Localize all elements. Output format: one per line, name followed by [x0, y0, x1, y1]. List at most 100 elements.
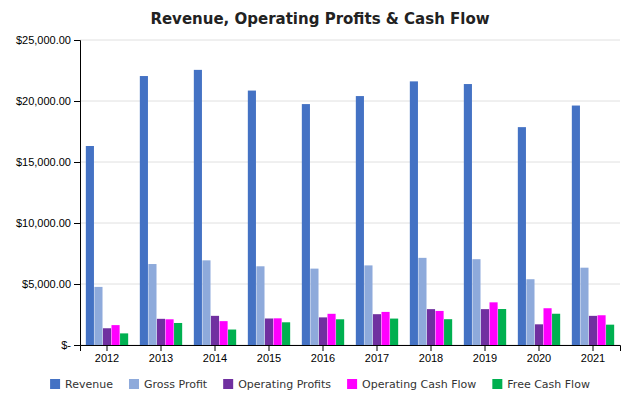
bar — [418, 258, 426, 345]
legend-item: Operating Cash Flow — [347, 378, 476, 391]
legend-label: Free Cash Flow — [507, 378, 590, 391]
bar — [435, 311, 443, 345]
tick-label: $5,000.00 — [22, 278, 71, 290]
legend-swatch — [492, 379, 502, 389]
tick: $20,000.00 — [16, 95, 80, 107]
bar — [228, 330, 236, 345]
bar — [282, 322, 290, 345]
bar — [148, 264, 156, 345]
bar — [381, 312, 389, 345]
bar-series — [103, 309, 597, 345]
legend-item: Operating Profits — [223, 378, 331, 391]
tick-label: 2017 — [365, 352, 389, 364]
tick: 2018 — [419, 345, 443, 364]
tick: 2019 — [473, 345, 497, 364]
bar — [319, 317, 327, 345]
bar-series — [120, 309, 614, 345]
bar — [597, 315, 605, 345]
bar — [444, 319, 452, 345]
tick-label: $15,000.00 — [16, 156, 71, 168]
tick-label: 2020 — [527, 352, 551, 364]
bar — [427, 309, 435, 345]
tick-label: 2012 — [95, 352, 119, 364]
bar — [140, 76, 148, 345]
tick: 2020 — [527, 345, 551, 364]
tick: $5,000.00 — [22, 278, 80, 290]
tick-label: 2014 — [203, 352, 227, 364]
grid-line — [80, 284, 620, 285]
tick: $25,000.00 — [16, 34, 80, 46]
tick: $15,000.00 — [16, 156, 80, 168]
tick: 2013 — [149, 345, 173, 364]
grid-line — [80, 162, 620, 163]
tick-mark — [74, 101, 80, 102]
tick-mark — [485, 345, 486, 351]
legend-item: Gross Profit — [129, 378, 208, 391]
bar — [157, 319, 165, 345]
bar — [327, 314, 335, 345]
tick-mark — [539, 345, 540, 351]
bar — [202, 260, 210, 345]
bar — [248, 91, 256, 345]
x-axis: 2012201320142015201620172018201920202021 — [81, 345, 621, 364]
bar — [518, 127, 526, 345]
bar — [256, 266, 264, 345]
bar — [498, 309, 506, 345]
bar — [572, 106, 580, 345]
bar — [489, 302, 497, 345]
bar — [273, 318, 281, 345]
bar — [211, 316, 219, 345]
tick-mark — [74, 40, 80, 41]
tick-label: 2018 — [419, 352, 443, 364]
tick-mark — [74, 162, 80, 163]
tick: 2012 — [95, 345, 119, 364]
bar — [464, 84, 472, 345]
legend-label: Gross Profit — [144, 378, 208, 391]
bar — [219, 321, 227, 345]
bar — [302, 104, 310, 345]
grid-line — [80, 101, 620, 102]
tick-mark — [323, 345, 324, 351]
tick-label: 2013 — [149, 352, 173, 364]
legend-label: Revenue — [65, 378, 113, 391]
tick-mark — [269, 345, 270, 351]
grid-line — [80, 223, 620, 224]
tick-mark — [107, 345, 108, 351]
plot: $-$5,000.00$10,000.00$15,000.00$20,000.0… — [16, 34, 621, 364]
bars — [86, 70, 614, 345]
tick-label: $25,000.00 — [16, 34, 71, 46]
bar — [472, 259, 480, 345]
bar — [526, 279, 534, 345]
bar — [265, 318, 273, 345]
legend-swatch — [223, 379, 233, 389]
tick: 2017 — [365, 345, 389, 364]
bar — [103, 328, 111, 345]
tick-mark — [74, 223, 80, 224]
bar — [552, 314, 560, 345]
legend: Revenue Gross Profit Operating Profits Oper… — [50, 378, 590, 391]
bar — [94, 287, 102, 345]
tick-mark — [431, 345, 432, 351]
legend-item: Free Cash Flow — [492, 378, 590, 391]
bar — [373, 314, 381, 345]
tick-mark — [377, 345, 378, 351]
bar — [606, 325, 614, 345]
bar — [481, 309, 489, 345]
bar — [165, 319, 173, 345]
bar — [310, 269, 318, 345]
bar — [120, 333, 128, 345]
bar — [336, 319, 344, 345]
tick-label: 2021 — [581, 352, 605, 364]
bar — [390, 319, 398, 345]
legend-swatch — [50, 379, 60, 389]
legend-swatch — [347, 379, 357, 389]
bar — [580, 268, 588, 345]
bar — [86, 146, 94, 345]
tick: 2014 — [203, 345, 227, 364]
tick-mark — [593, 345, 594, 351]
tick: $10,000.00 — [16, 217, 80, 229]
bar-series — [94, 258, 588, 345]
legend-item: Revenue — [50, 378, 113, 391]
grid-line — [80, 40, 620, 41]
y-axis: $-$5,000.00$10,000.00$15,000.00$20,000.0… — [16, 34, 81, 351]
